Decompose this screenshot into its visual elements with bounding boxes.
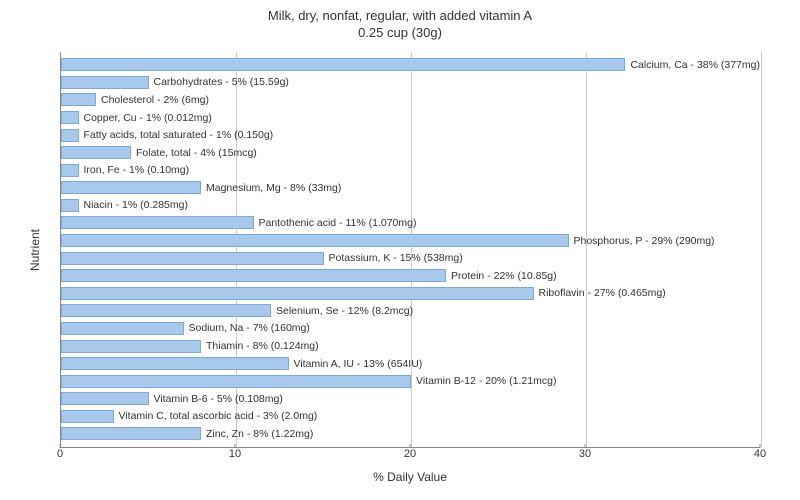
x-tick-label: 30 xyxy=(579,448,591,460)
bar-row: Magnesium, Mg - 8% (33mg) xyxy=(61,181,760,195)
x-tick-label: 10 xyxy=(229,448,241,460)
nutrient-bar xyxy=(61,287,534,300)
nutrient-bar xyxy=(61,199,79,212)
bar-row: Riboflavin - 27% (0.465mg) xyxy=(61,286,760,300)
nutrient-bar-label: Vitamin A, IU - 13% (654IU) xyxy=(294,358,423,370)
nutrient-bar-label: Pantothenic acid - 11% (1.070mg) xyxy=(259,217,417,229)
bar-row: Sodium, Na - 7% (160mg) xyxy=(61,321,760,335)
nutrient-bar-label: Vitamin C, total ascorbic acid - 3% (2.0… xyxy=(119,410,318,422)
bar-row: Pantothenic acid - 11% (1.070mg) xyxy=(61,216,760,230)
nutrient-bar-label: Sodium, Na - 7% (160mg) xyxy=(189,322,310,334)
bars-container: Calcium, Ca - 38% (377mg) Carbohydrates -… xyxy=(61,52,760,447)
x-tick-label: 0 xyxy=(57,448,63,460)
nutrient-bar xyxy=(61,322,184,335)
nutrient-bar xyxy=(61,129,79,142)
nutrient-bar-label: Thiamin - 8% (0.124mg) xyxy=(206,340,319,352)
nutrient-bar xyxy=(61,304,271,317)
x-axis-label: % Daily Value xyxy=(60,470,760,484)
nutrient-bar-label: Fatty acids, total saturated - 1% (0.150… xyxy=(84,129,274,141)
nutrient-bar-label: Protein - 22% (10.85g) xyxy=(451,270,557,282)
bar-row: Iron, Fe - 1% (0.10mg) xyxy=(61,163,760,177)
nutrient-bar xyxy=(61,410,114,423)
bar-row: Zinc, Zn - 8% (1.22mg) xyxy=(61,427,760,441)
nutrient-bar xyxy=(61,164,79,177)
nutrient-bar xyxy=(61,269,446,282)
nutrient-bar xyxy=(61,93,96,106)
bar-row: Phosphorus, P - 29% (290mg) xyxy=(61,234,760,248)
nutrient-bar-label: Potassium, K - 15% (538mg) xyxy=(329,252,463,264)
nutrient-bar-label: Selenium, Se - 12% (8.2mcg) xyxy=(276,305,413,317)
nutrient-bar xyxy=(61,76,149,89)
nutrient-bar xyxy=(61,216,254,229)
bar-row: Vitamin A, IU - 13% (654IU) xyxy=(61,357,760,371)
bar-row: Niacin - 1% (0.285mg) xyxy=(61,198,760,212)
plot-area: Calcium, Ca - 38% (377mg) Carbohydrates -… xyxy=(60,52,760,448)
nutrient-bar xyxy=(61,146,131,159)
bar-row: Vitamin B-12 - 20% (1.21mcg) xyxy=(61,374,760,388)
nutrient-bar xyxy=(61,392,149,405)
nutrient-bar-label: Cholesterol - 2% (6mg) xyxy=(101,94,209,106)
nutrient-bar xyxy=(61,375,411,388)
nutrient-bar-label: Carbohydrates - 5% (15.59g) xyxy=(154,76,289,88)
bar-row: Calcium, Ca - 38% (377mg) xyxy=(61,58,760,72)
gridline xyxy=(761,52,762,447)
nutrient-bar-label: Riboflavin - 27% (0.465mg) xyxy=(539,287,666,299)
bar-row: Thiamin - 8% (0.124mg) xyxy=(61,339,760,353)
chart-title: Milk, dry, nonfat, regular, with added v… xyxy=(0,0,800,42)
bar-row: Vitamin B-6 - 5% (0.108mg) xyxy=(61,392,760,406)
bar-row: Selenium, Se - 12% (8.2mcg) xyxy=(61,304,760,318)
nutrient-bar xyxy=(61,181,201,194)
nutrient-bar xyxy=(61,427,201,440)
nutrient-bar-label: Vitamin B-6 - 5% (0.108mg) xyxy=(154,393,283,405)
nutrient-bar-label: Iron, Fe - 1% (0.10mg) xyxy=(84,164,190,176)
nutrient-bar xyxy=(61,357,289,370)
nutrient-bar-label: Vitamin B-12 - 20% (1.21mcg) xyxy=(416,375,556,387)
nutrient-bar-label: Calcium, Ca - 38% (377mg) xyxy=(630,59,760,71)
nutrient-bar-label: Phosphorus, P - 29% (290mg) xyxy=(574,235,715,247)
nutrient-bar xyxy=(61,252,324,265)
chart-title-line2: 0.25 cup (30g) xyxy=(0,25,800,42)
nutrient-bar-label: Zinc, Zn - 8% (1.22mg) xyxy=(206,428,313,440)
nutrient-bar-label: Niacin - 1% (0.285mg) xyxy=(84,199,188,211)
bar-row: Carbohydrates - 5% (15.59g) xyxy=(61,75,760,89)
nutrient-chart: Milk, dry, nonfat, regular, with added v… xyxy=(0,0,800,500)
nutrient-bar-label: Folate, total - 4% (15mcg) xyxy=(136,147,257,159)
nutrient-bar xyxy=(61,58,625,71)
nutrient-bar-label: Copper, Cu - 1% (0.012mg) xyxy=(84,112,212,124)
bar-row: Protein - 22% (10.85g) xyxy=(61,269,760,283)
nutrient-bar xyxy=(61,340,201,353)
bar-row: Vitamin C, total ascorbic acid - 3% (2.0… xyxy=(61,409,760,423)
nutrient-bar xyxy=(61,234,569,247)
nutrient-bar xyxy=(61,111,79,124)
x-tick-label: 20 xyxy=(404,448,416,460)
nutrient-bar-label: Magnesium, Mg - 8% (33mg) xyxy=(206,182,341,194)
bar-row: Fatty acids, total saturated - 1% (0.150… xyxy=(61,128,760,142)
bar-row: Copper, Cu - 1% (0.012mg) xyxy=(61,111,760,125)
x-tick-label: 40 xyxy=(754,448,766,460)
bar-row: Folate, total - 4% (15mcg) xyxy=(61,146,760,160)
chart-title-line1: Milk, dry, nonfat, regular, with added v… xyxy=(0,8,800,25)
bar-row: Cholesterol - 2% (6mg) xyxy=(61,93,760,107)
y-axis-label: Nutrient xyxy=(28,229,42,271)
bar-row: Potassium, K - 15% (538mg) xyxy=(61,251,760,265)
x-ticks: 010203040 xyxy=(60,448,760,468)
